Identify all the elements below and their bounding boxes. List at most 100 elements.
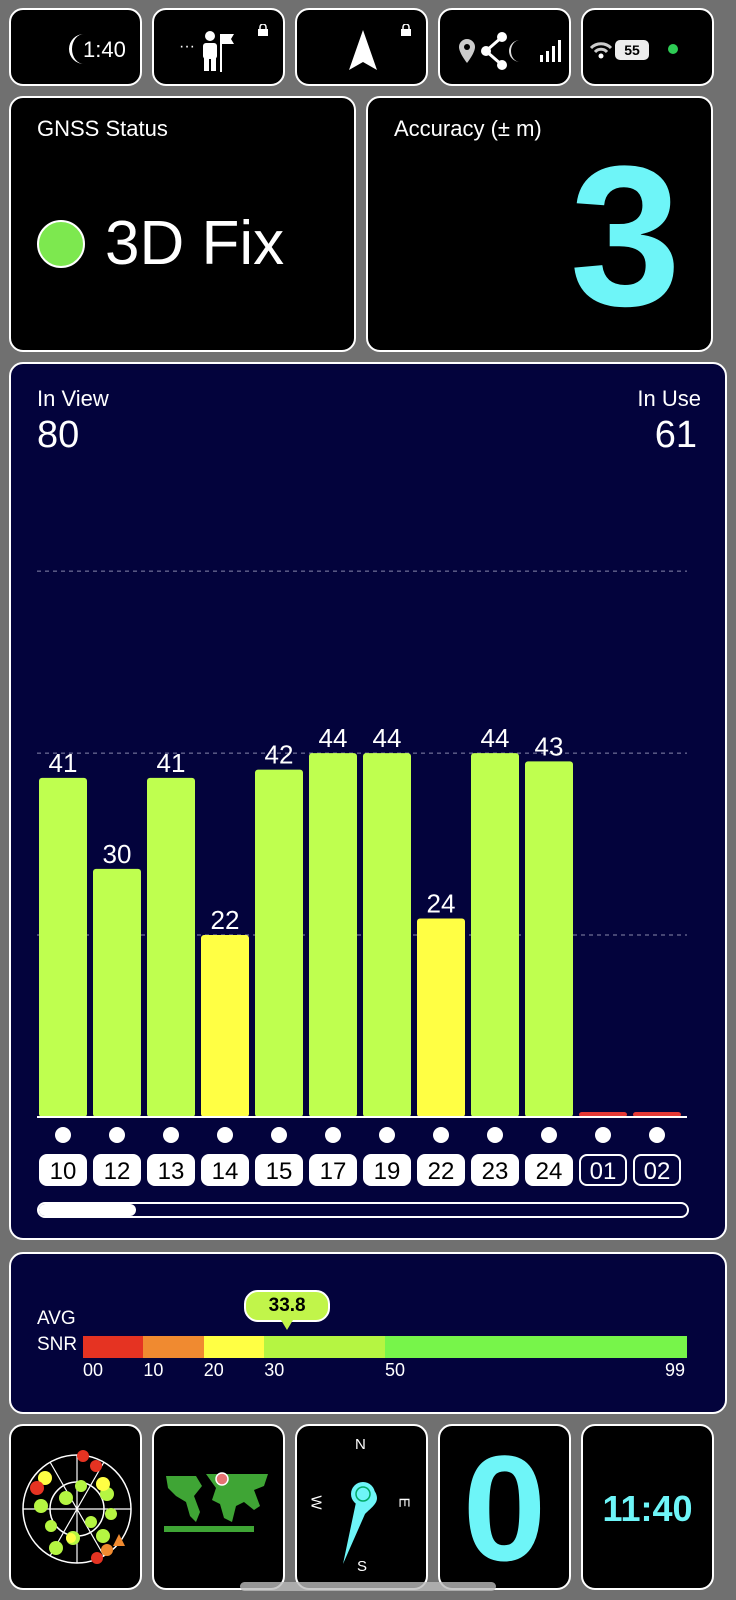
fix-indicator-dot (37, 220, 85, 268)
battery-icon: 55 (615, 40, 649, 60)
satellite-snr-chart: In View 80 In Use 61 41 10 30 12 41 13 22 14 42 1… (9, 362, 727, 1240)
snr-bar[interactable] (147, 777, 195, 1117)
bar-value-label: 44 (319, 723, 348, 753)
prn-badge[interactable] (147, 1154, 195, 1186)
prn-label: 14 (212, 1158, 239, 1185)
satellite-dot (325, 1127, 341, 1143)
in-use-count: 61 (654, 414, 697, 456)
wifi-icon (589, 42, 613, 59)
prn-badge[interactable] (633, 1154, 681, 1186)
snr-tick-label: 20 (203, 1360, 224, 1380)
satellite-dot (271, 1127, 287, 1143)
status-tile-system[interactable] (438, 8, 571, 86)
prn-badge[interactable] (255, 1154, 303, 1186)
skyplot-tile[interactable] (9, 1424, 142, 1590)
chart-scrollbar[interactable] (37, 1202, 689, 1218)
snr-scale-bar (83, 1336, 687, 1358)
prn-badge[interactable] (417, 1154, 465, 1186)
satellite-dot (595, 1127, 611, 1143)
world-map-tile[interactable] (152, 1424, 285, 1590)
avg-snr-panel: AVG SNR 00 10 20 30 50 99 33.8 (9, 1252, 727, 1414)
prn-label: 15 (266, 1158, 293, 1185)
accuracy-value: 3 (569, 125, 681, 348)
prn-badge[interactable] (39, 1154, 87, 1186)
satellite-dot (217, 1127, 233, 1143)
compass-needle-icon (343, 1482, 377, 1564)
snr-bar[interactable] (93, 868, 141, 1117)
snr-tick-label: 99 (665, 1360, 686, 1380)
snr-segment (264, 1336, 385, 1358)
satellite-dot (433, 1127, 449, 1143)
prn-badge[interactable] (93, 1154, 141, 1186)
prn-badge[interactable] (309, 1154, 357, 1186)
prn-label: 13 (158, 1158, 185, 1185)
snr-segment (385, 1336, 687, 1358)
accuracy-tile[interactable]: Accuracy (± m) 3 (366, 96, 713, 352)
gnss-status-tile[interactable]: GNSS Status 3D Fix (9, 96, 356, 352)
prn-badge[interactable] (363, 1154, 411, 1186)
person-flag-icon (203, 31, 234, 72)
compass-south: S (357, 1558, 368, 1575)
prn-badge[interactable] (579, 1154, 627, 1186)
snr-segment (83, 1336, 144, 1358)
snr-bar[interactable] (39, 777, 87, 1117)
snr-label-snr: SNR (37, 1334, 78, 1355)
bar-value-label: 24 (427, 889, 456, 919)
bars-svg: 41 10 30 12 41 13 22 14 42 15 44 17 44 19 24 22 44 23 43 24… (37, 570, 687, 1186)
satellite-dot (487, 1127, 503, 1143)
satellite-dot (649, 1127, 665, 1143)
bar-value-label: 44 (373, 723, 402, 753)
moon-icon (69, 34, 84, 64)
status-tile-time[interactable]: 1:40 (9, 8, 142, 86)
snr-bar[interactable] (471, 753, 519, 1117)
snr-bar[interactable] (363, 753, 411, 1117)
status-tile-activity[interactable]: ··· (152, 8, 285, 86)
battery-level: 55 (624, 42, 640, 58)
green-dot-icon (668, 44, 678, 54)
snr-bar[interactable] (255, 769, 303, 1117)
world-map-icon (164, 1472, 268, 1532)
status-tile-navigation[interactable] (295, 8, 428, 86)
prn-badge[interactable] (471, 1154, 519, 1186)
prn-badge[interactable] (201, 1154, 249, 1186)
snr-bar[interactable] (417, 918, 465, 1117)
speed-tile[interactable]: 0 (438, 1424, 571, 1590)
prn-label: 23 (482, 1158, 509, 1185)
in-view-label: In View (37, 386, 109, 411)
prn-label: 02 (644, 1158, 671, 1185)
prn-label: 17 (320, 1158, 347, 1185)
clock-tile[interactable]: 11:40 (581, 1424, 714, 1590)
signal-icon (540, 40, 561, 62)
chart-scrollbar-thumb[interactable] (39, 1204, 137, 1216)
snr-label-avg: AVG (37, 1308, 76, 1329)
bar-value-label: 41 (157, 748, 186, 778)
lock-icon (401, 24, 411, 36)
snr-bar[interactable] (309, 753, 357, 1117)
prn-badge[interactable] (525, 1154, 573, 1186)
location-pin-icon (459, 39, 475, 63)
snr-bar[interactable] (579, 1112, 627, 1117)
snr-tick-label: 10 (143, 1360, 164, 1380)
satellite-dot (109, 1127, 125, 1143)
gnss-status-title: GNSS Status (37, 116, 168, 141)
snr-bar[interactable] (525, 761, 573, 1117)
prn-label: 10 (50, 1158, 77, 1185)
snr-tick-label: 30 (264, 1360, 285, 1380)
in-view-count: 80 (37, 414, 80, 456)
bar-value-label: 43 (535, 731, 564, 761)
snr-bar[interactable] (633, 1112, 681, 1117)
snr-value-badge: 33.8 (244, 1290, 331, 1330)
snr-tick-label: 50 (385, 1360, 406, 1380)
compass-north: N (355, 1436, 366, 1453)
compass-tile[interactable]: N E S W (295, 1424, 428, 1590)
clock-value: 11:40 (602, 1488, 693, 1529)
status-tile-battery[interactable]: 55 (581, 8, 714, 86)
satellite-dot (379, 1127, 395, 1143)
status-time: 1:40 (83, 37, 126, 62)
snr-tick-label: 00 (83, 1360, 104, 1380)
skyplot-icon (22, 1450, 132, 1564)
snr-bar[interactable] (201, 935, 249, 1117)
home-indicator[interactable] (240, 1582, 496, 1591)
speed-value: 0 (462, 1424, 547, 1590)
accuracy-title: Accuracy (± m) (394, 116, 542, 141)
